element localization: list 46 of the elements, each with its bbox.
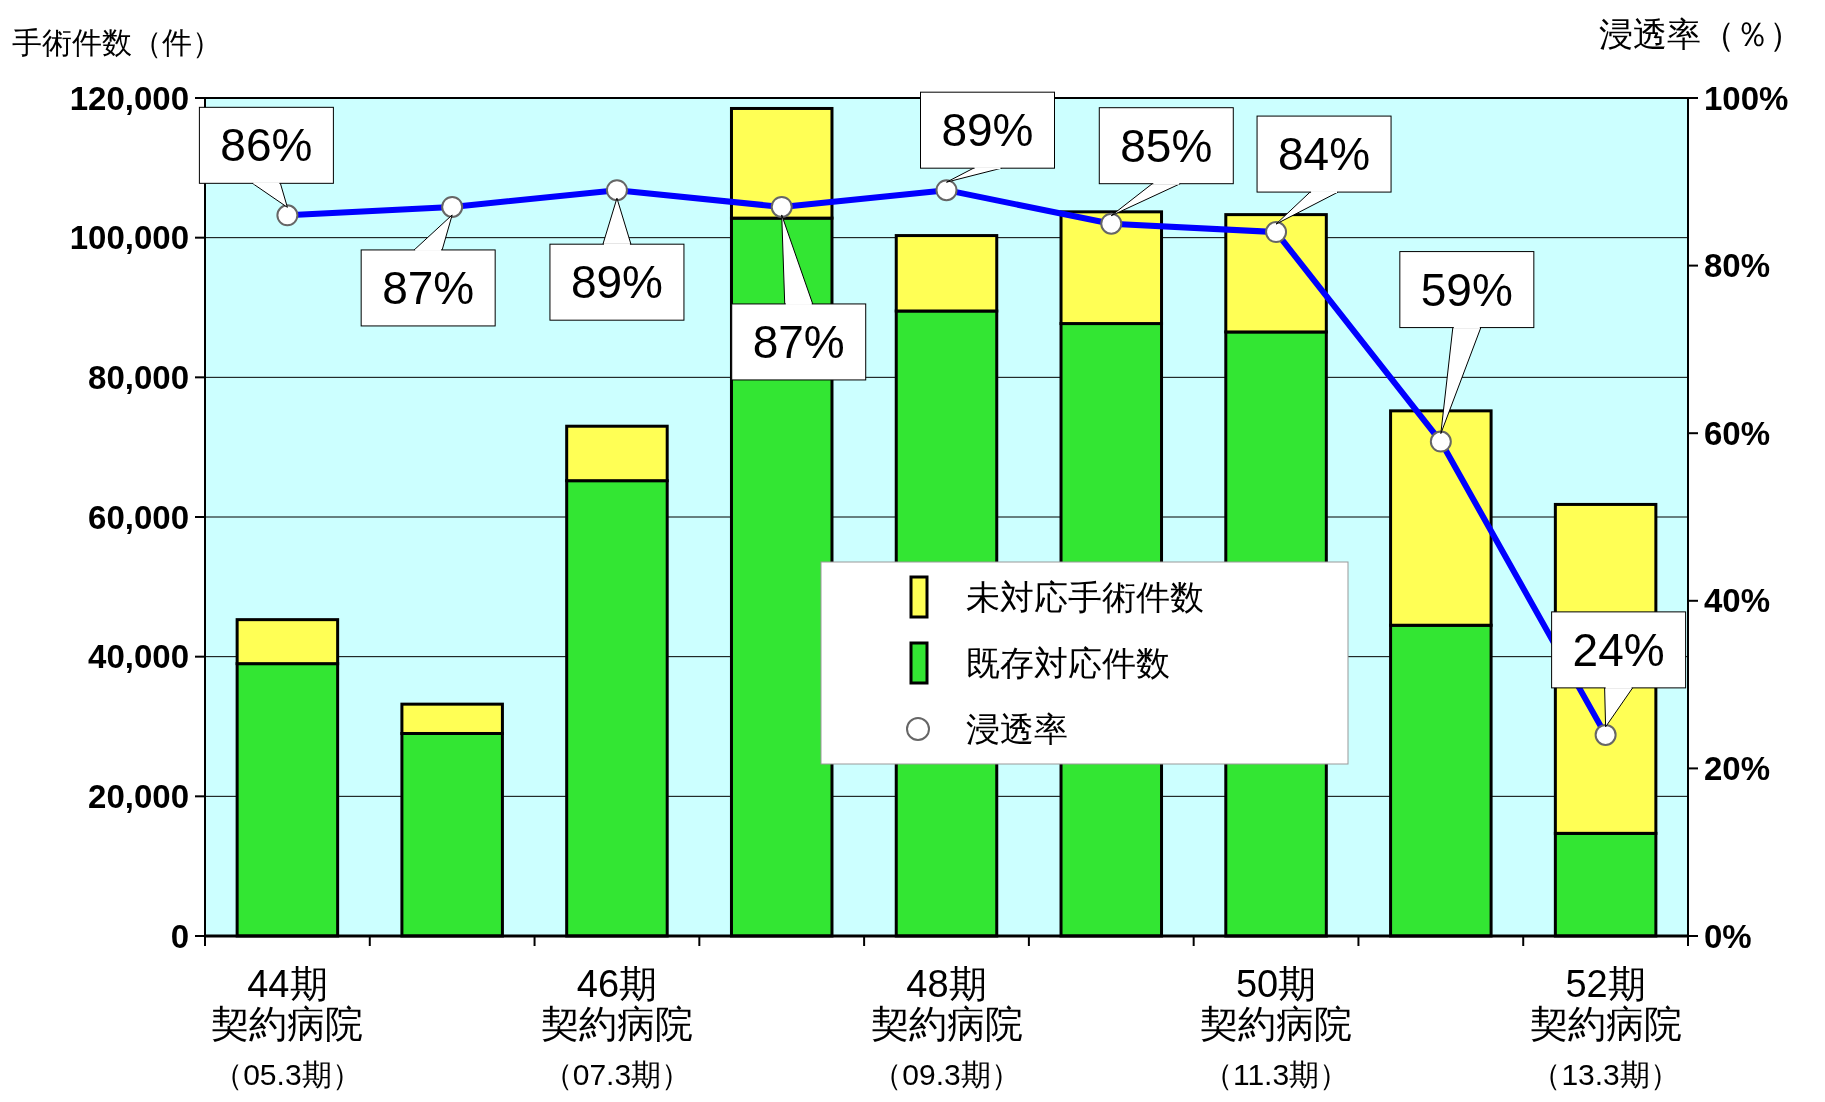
data-label: 86% <box>220 119 313 172</box>
legend-label: 浸透率 <box>966 710 1068 748</box>
y-tick-label: 20,000 <box>88 777 189 815</box>
y2-tick-label: 0% <box>1704 917 1752 955</box>
callout: 59% <box>1399 251 1535 435</box>
callout: 89% <box>920 91 1055 183</box>
callout: 84% <box>1256 115 1392 225</box>
text: （11.3期） <box>1202 1057 1350 1091</box>
y2-tick-label: 20% <box>1704 749 1771 787</box>
y2-tick-label: 40% <box>1704 582 1771 620</box>
x-tick-label: 46期契約病院 <box>540 963 693 1045</box>
data-label: 84% <box>1278 128 1371 181</box>
y-tick-label: 0 <box>170 917 189 955</box>
legend-label: 既存対応件数 <box>966 644 1170 682</box>
data-label: 87% <box>382 261 475 314</box>
text: （05.3期） <box>213 1057 362 1091</box>
callout: 87% <box>360 214 496 327</box>
y2-tick-label: 80% <box>1704 247 1771 285</box>
text: （07.3期） <box>542 1057 692 1091</box>
legend-label: 未対応手術件数 <box>966 578 1204 616</box>
text: （13.3期） <box>1531 1057 1680 1091</box>
y-tick-label: 100,000 <box>69 219 189 257</box>
y-tick-label: 80,000 <box>88 358 189 396</box>
callout: 89% <box>549 197 685 321</box>
data-label: 24% <box>1572 623 1665 676</box>
y2-tick-label: 60% <box>1704 414 1771 452</box>
data-label: 85% <box>1120 119 1213 172</box>
y-tick-label: 120,000 <box>69 79 189 117</box>
data-label: 89% <box>941 104 1034 157</box>
callout: 87% <box>731 214 867 381</box>
data-label: 87% <box>752 315 845 368</box>
data-label: 89% <box>570 256 663 309</box>
text: （09.3期） <box>872 1057 1021 1091</box>
y2-tick-label: 100% <box>1704 79 1789 117</box>
y-tick-label: 40,000 <box>88 638 189 676</box>
data-label: 59% <box>1420 263 1513 316</box>
x-tick-label: 52期契約病院 <box>1529 963 1682 1045</box>
x-tick-label: 50期契約病院 <box>1200 963 1353 1045</box>
y2-axis-title: 浸透率（％） <box>1599 15 1803 53</box>
y-tick-label: 60,000 <box>88 498 189 536</box>
callout: 24% <box>1551 611 1687 728</box>
x-tick-label: 44期契約病院 <box>211 963 364 1045</box>
callout: 85% <box>1098 107 1234 217</box>
y-axis-title: 手術件数（件） <box>12 25 222 59</box>
callout: 86% <box>198 106 334 208</box>
x-tick-label: 48期契約病院 <box>870 963 1023 1045</box>
